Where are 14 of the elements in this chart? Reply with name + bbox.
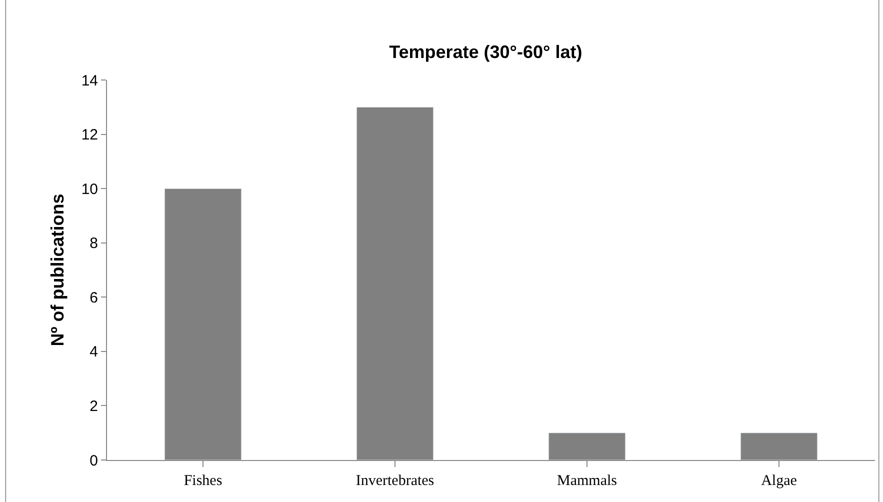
y-tick-label: 4 [90,344,98,361]
y-axis-title: Nº of publications [48,194,68,346]
x-tick-label: Fishes [184,473,222,489]
y-tick-label: 2 [90,398,98,415]
x-tick-label: Invertebrates [356,473,434,489]
y-tick-label: 14 [81,72,98,90]
x-tick-label: Mammals [557,473,618,489]
y-tick-label: 10 [81,180,98,198]
y-tick-label: 0 [90,452,98,470]
y-tick-label: 12 [81,126,98,144]
x-tick-label: Algae [761,473,798,489]
y-tick-label: 8 [90,235,98,252]
y-tick-label: 6 [90,289,98,306]
chart-title: Temperate (30°-60° lat) [389,42,582,62]
